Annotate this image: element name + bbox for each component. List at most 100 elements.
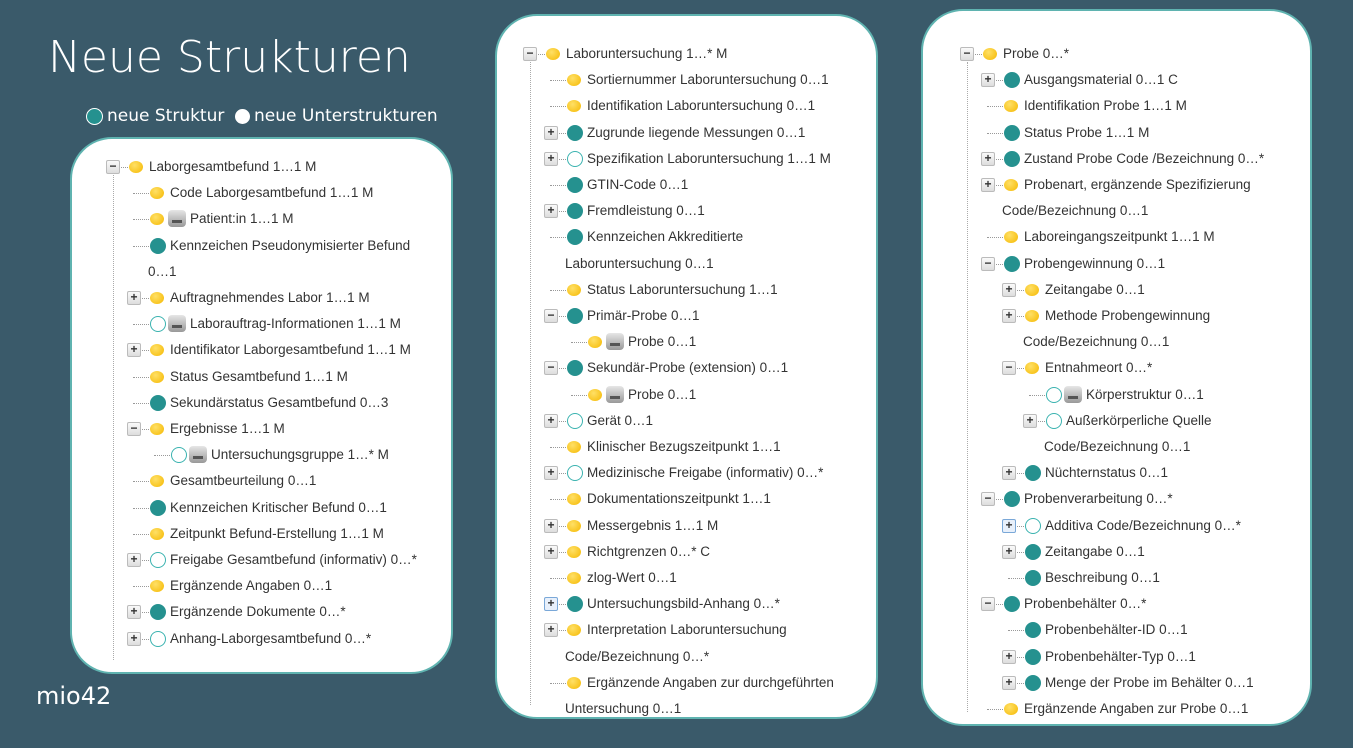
tree-node[interactable]: Status Gesamtbefund 1…1 M bbox=[72, 367, 451, 387]
expand-icon[interactable]: + bbox=[127, 553, 141, 567]
tree-node[interactable]: Status Probe 1…1 M bbox=[923, 123, 1310, 143]
tree-node[interactable]: − Ergebnisse 1…1 M bbox=[72, 419, 451, 439]
collapse-icon[interactable]: − bbox=[981, 597, 995, 612]
tree-node[interactable]: + Additiva Code/Bezeichnung 0…* bbox=[923, 516, 1310, 536]
tree-node[interactable]: − Probe 0…* bbox=[923, 44, 1310, 64]
collapse-icon[interactable]: − bbox=[544, 361, 558, 376]
tree-node[interactable]: + Ausgangsmaterial 0…1 C bbox=[923, 70, 1310, 90]
expand-icon[interactable]: + bbox=[981, 178, 995, 192]
tree-node[interactable]: + Probenbehälter-Typ 0…1 bbox=[923, 647, 1310, 667]
collapse-icon[interactable]: − bbox=[106, 160, 120, 174]
tree-node[interactable]: + Auftragnehmendes Labor 1…1 M bbox=[72, 288, 451, 308]
expand-icon[interactable]: + bbox=[544, 151, 558, 166]
tree-node[interactable]: Zeitpunkt Befund-Erstellung 1…1 M bbox=[72, 524, 451, 544]
tree-node[interactable]: Dokumentationszeitpunkt 1…1 bbox=[497, 489, 876, 509]
tree-node[interactable]: + Außerkörperliche Quelle bbox=[923, 411, 1310, 431]
expand-icon[interactable]: + bbox=[544, 204, 558, 219]
tree-node[interactable]: + Nüchternstatus 0…1 bbox=[923, 463, 1310, 483]
tree-node[interactable]: − Laborgesamtbefund 1…1 M bbox=[72, 157, 451, 177]
expand-icon[interactable]: + bbox=[127, 605, 141, 620]
tree-node[interactable]: Probenbehälter-ID 0…1 bbox=[923, 620, 1310, 640]
expand-icon[interactable]: + bbox=[1002, 518, 1016, 533]
expand-icon[interactable]: + bbox=[981, 73, 995, 88]
collapse-icon[interactable]: − bbox=[127, 422, 141, 436]
collapse-icon[interactable]: − bbox=[1002, 361, 1016, 376]
tree-node[interactable]: Körperstruktur 0…1 bbox=[923, 385, 1310, 405]
tree-node[interactable]: Beschreibung 0…1 bbox=[923, 568, 1310, 588]
tree-node[interactable]: + Medizinische Freigabe (informativ) 0…* bbox=[497, 463, 876, 483]
expand-icon[interactable]: + bbox=[1023, 413, 1037, 428]
tree-node[interactable]: + Zugrunde liegende Messungen 0…1 bbox=[497, 123, 876, 143]
tree-node[interactable]: + Anhang-Laborgesamtbefund 0…* bbox=[72, 629, 451, 649]
tree-node[interactable]: − Laboruntersuchung 1…* M bbox=[497, 44, 876, 64]
expand-icon[interactable]: + bbox=[544, 125, 558, 140]
tree-node[interactable]: + Identifikator Laborgesamtbefund 1…1 M bbox=[72, 340, 451, 360]
expand-icon[interactable]: + bbox=[1002, 675, 1016, 690]
collapse-icon[interactable]: − bbox=[981, 256, 995, 271]
tree-node[interactable]: + Probenart, ergänzende Spezifizierung bbox=[923, 175, 1310, 195]
tree-node[interactable]: Untersuchungsgruppe 1…* M bbox=[72, 445, 451, 465]
tree-node[interactable]: Kennzeichen Pseudonymisierter Befund bbox=[72, 236, 451, 256]
tree-node[interactable]: Klinischer Bezugszeitpunkt 1…1 bbox=[497, 437, 876, 457]
tree-node[interactable]: + Menge der Probe im Behälter 0…1 bbox=[923, 673, 1310, 693]
expand-icon[interactable]: + bbox=[544, 597, 558, 612]
tree-node[interactable]: Patient:in 1…1 M bbox=[72, 209, 451, 229]
tree-node[interactable]: + Zeitangabe 0…1 bbox=[923, 542, 1310, 562]
expand-icon[interactable]: + bbox=[1002, 649, 1016, 664]
expand-icon[interactable]: + bbox=[544, 466, 558, 481]
tree-node[interactable]: Identifikation Probe 1…1 M bbox=[923, 96, 1310, 116]
expand-icon[interactable]: + bbox=[127, 343, 141, 358]
expand-icon[interactable]: + bbox=[1002, 309, 1016, 323]
expand-icon[interactable]: + bbox=[981, 151, 995, 166]
tree-node[interactable]: + Richtgrenzen 0…* C bbox=[497, 542, 876, 562]
tree-node[interactable]: Ergänzende Angaben 0…1 bbox=[72, 576, 451, 596]
expand-icon[interactable]: + bbox=[544, 413, 558, 428]
tree-node[interactable]: − Probengewinnung 0…1 bbox=[923, 254, 1310, 274]
expand-icon[interactable]: + bbox=[127, 291, 141, 305]
tree-node[interactable]: zlog-Wert 0…1 bbox=[497, 568, 876, 588]
tree-node[interactable]: + Freigabe Gesamtbefund (informativ) 0…* bbox=[72, 550, 451, 570]
tree-node[interactable]: Identifikation Laboruntersuchung 0…1 bbox=[497, 96, 876, 116]
expand-icon[interactable]: + bbox=[1002, 282, 1016, 297]
collapse-icon[interactable]: − bbox=[960, 47, 974, 61]
tree-node[interactable]: Laborauftrag-Informationen 1…1 M bbox=[72, 314, 451, 334]
tree-node[interactable]: − Entnahmeort 0…* bbox=[923, 358, 1310, 378]
expand-icon[interactable]: + bbox=[544, 623, 558, 638]
collapse-icon[interactable]: − bbox=[544, 309, 558, 323]
tree-node[interactable]: Kennzeichen Kritischer Befund 0…1 bbox=[72, 498, 451, 518]
expand-icon[interactable]: + bbox=[544, 544, 558, 559]
tree-node[interactable]: + Untersuchungsbild-Anhang 0…* bbox=[497, 594, 876, 614]
tree-node[interactable]: + Zeitangabe 0…1 bbox=[923, 280, 1310, 300]
tree-node[interactable]: Probe 0…1 bbox=[497, 332, 876, 352]
expand-icon[interactable]: + bbox=[544, 518, 558, 533]
tree-node[interactable]: + Interpretation Laboruntersuchung bbox=[497, 620, 876, 640]
collapse-icon[interactable]: − bbox=[981, 492, 995, 507]
tree-node[interactable]: Ergänzende Angaben zur Probe 0…1 bbox=[923, 699, 1310, 719]
tree-node[interactable]: + Zustand Probe Code /Bezeichnung 0…* bbox=[923, 149, 1310, 169]
tree-node[interactable]: Ergänzende Angaben zur durchgeführten bbox=[497, 673, 876, 693]
tree-node[interactable]: + Messergebnis 1…1 M bbox=[497, 516, 876, 536]
tree-node[interactable]: Laboreingangszeitpunkt 1…1 M bbox=[923, 227, 1310, 247]
tree-node[interactable]: − Probenverarbeitung 0…* bbox=[923, 489, 1310, 509]
tree-node[interactable]: Sekundärstatus Gesamtbefund 0…3 bbox=[72, 393, 451, 413]
tree-node[interactable]: Sortiernummer Laboruntersuchung 0…1 bbox=[497, 70, 876, 90]
expand-icon[interactable]: + bbox=[127, 631, 141, 646]
tree-node[interactable]: Gesamtbeurteilung 0…1 bbox=[72, 471, 451, 491]
tree-node[interactable]: − Probenbehälter 0…* bbox=[923, 594, 1310, 614]
tree-node[interactable]: Kennzeichen Akkreditierte bbox=[497, 227, 876, 247]
tree-node[interactable]: GTIN-Code 0…1 bbox=[497, 175, 876, 195]
tree-node[interactable]: − Sekundär-Probe (extension) 0…1 bbox=[497, 358, 876, 378]
tree-connector bbox=[550, 80, 566, 82]
tree-node[interactable]: Code Laborgesamtbefund 1…1 M bbox=[72, 183, 451, 203]
collapse-icon[interactable]: − bbox=[523, 47, 537, 61]
tree-node[interactable]: Probe 0…1 bbox=[497, 385, 876, 405]
tree-node[interactable]: Status Laboruntersuchung 1…1 bbox=[497, 280, 876, 300]
tree-node[interactable]: + Gerät 0…1 bbox=[497, 411, 876, 431]
tree-node[interactable]: − Primär-Probe 0…1 bbox=[497, 306, 876, 326]
tree-node[interactable]: + Ergänzende Dokumente 0…* bbox=[72, 602, 451, 622]
tree-node[interactable]: + Methode Probengewinnung bbox=[923, 306, 1310, 326]
expand-icon[interactable]: + bbox=[1002, 544, 1016, 559]
tree-node[interactable]: + Fremdleistung 0…1 bbox=[497, 201, 876, 221]
tree-node[interactable]: + Spezifikation Laboruntersuchung 1…1 M bbox=[497, 149, 876, 169]
expand-icon[interactable]: + bbox=[1002, 466, 1016, 481]
